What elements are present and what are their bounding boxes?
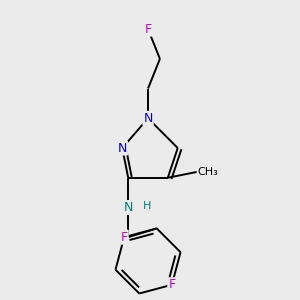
Text: F: F [168, 278, 175, 291]
Text: N: N [143, 112, 153, 125]
Text: N: N [124, 201, 133, 214]
Text: H: H [143, 201, 152, 211]
Text: CH₃: CH₃ [198, 167, 218, 177]
Text: N: N [118, 142, 127, 154]
Text: F: F [121, 231, 128, 244]
Text: F: F [145, 22, 152, 36]
